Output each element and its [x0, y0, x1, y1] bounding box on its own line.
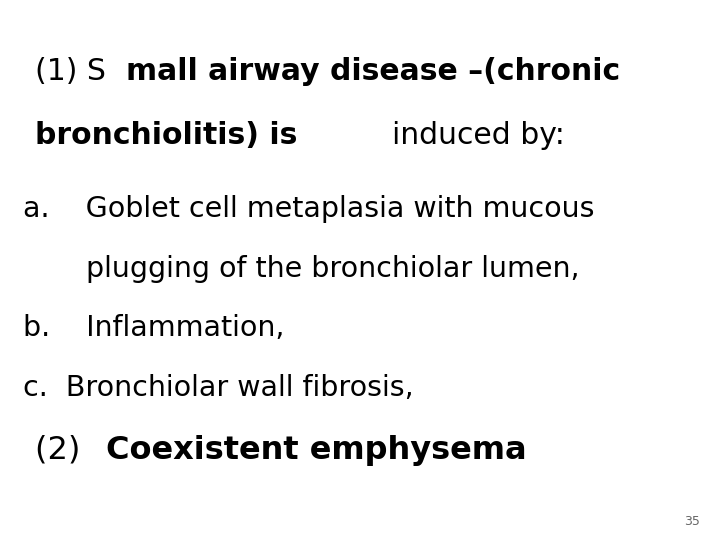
Text: 35: 35: [684, 515, 700, 528]
Text: bronchiolitis) is: bronchiolitis) is: [35, 122, 297, 151]
Text: b.    Inflammation,: b. Inflammation,: [23, 314, 284, 342]
Text: mall airway disease –(chronic: mall airway disease –(chronic: [126, 57, 620, 86]
Text: c.  Bronchiolar wall fibrosis,: c. Bronchiolar wall fibrosis,: [23, 374, 414, 402]
Text: a.    Goblet cell metaplasia with mucous: a. Goblet cell metaplasia with mucous: [23, 195, 595, 224]
Text: Coexistent emphysema: Coexistent emphysema: [106, 435, 527, 465]
Text: induced by:: induced by:: [373, 122, 565, 151]
Text: (1) S: (1) S: [35, 57, 105, 86]
Text: plugging of the bronchiolar lumen,: plugging of the bronchiolar lumen,: [23, 255, 580, 283]
Text: (2): (2): [35, 435, 90, 465]
